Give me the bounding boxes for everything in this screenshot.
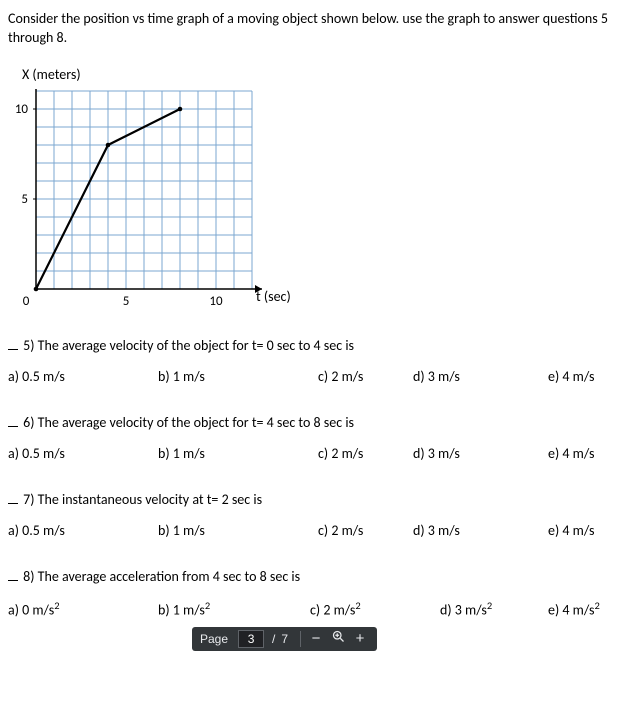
option-b[interactable]: b) 1 m/s [158, 368, 205, 385]
question-text: 7) The instantaneous velocity at t= 2 se… [8, 491, 633, 508]
answer-blank[interactable] [8, 426, 18, 427]
zoom-out-button[interactable]: − [305, 630, 327, 647]
svg-text:0: 0 [23, 294, 30, 309]
svg-text:10: 10 [15, 102, 29, 117]
option-d[interactable]: d) 3 m/s [413, 445, 460, 462]
option-b[interactable]: b) 1 m/s [158, 522, 205, 539]
x-axis-label: t (sec) [256, 288, 291, 305]
zoom-in-button[interactable]: + [349, 630, 371, 647]
option-c[interactable]: c) 2 m/s [318, 445, 363, 462]
pdf-toolbar: Page / 7 − + [0, 627, 641, 655]
option-a[interactable]: a) 0 m/s2 [8, 599, 60, 619]
option-e[interactable]: e) 4 m/s [548, 368, 594, 385]
intro-text: Consider the position vs time graph of a… [8, 10, 633, 48]
answer-blank[interactable] [8, 503, 18, 504]
svg-text:10: 10 [209, 294, 223, 309]
option-d[interactable]: d) 3 m/s2 [440, 599, 492, 619]
options-row: a) 0.5 m/s b) 1 m/s c) 2 m/s d) 3 m/s e) 4 m… [8, 445, 633, 463]
page-number-input[interactable] [238, 630, 264, 648]
chart-svg: 5 10 0 5 10 [8, 85, 280, 311]
question-label: 7) The instantaneous velocity at t= 2 se… [20, 491, 262, 508]
options-row: a) 0 m/s2 b) 1 m/s2 c) 2 m/s2 d) 3 m/s2 e) 4… [8, 599, 633, 617]
option-e[interactable]: e) 4 m/s [548, 522, 594, 539]
magnify-icon [331, 629, 346, 644]
question-label: 8) The average acceleration from 4 sec t… [20, 568, 300, 585]
question-text: 6) The average velocity of the object fo… [8, 414, 633, 431]
option-b[interactable]: b) 1 m/s [158, 445, 205, 462]
page-total: 7 [281, 632, 288, 646]
question-6: 6) The average velocity of the object fo… [8, 414, 633, 463]
option-e[interactable]: e) 4 m/s2 [548, 599, 600, 619]
option-e[interactable]: e) 4 m/s [548, 445, 594, 462]
options-row: a) 0.5 m/s b) 1 m/s c) 2 m/s d) 3 m/s e) 4 m… [8, 368, 633, 386]
question-5: 5) The average velocity of the object fo… [8, 337, 633, 386]
page-separator: / [272, 632, 275, 646]
page-label: Page [200, 632, 228, 646]
option-c[interactable]: c) 2 m/s [318, 368, 363, 385]
svg-text:5: 5 [21, 192, 28, 207]
option-c[interactable]: c) 2 m/s [318, 522, 363, 539]
question-8: 8) The average acceleration from 4 sec t… [8, 568, 633, 617]
toolbar-divider [300, 631, 301, 647]
option-c[interactable]: c) 2 m/s2 [310, 599, 361, 619]
question-text: 8) The average acceleration from 4 sec t… [8, 568, 633, 585]
question-label: 6) The average velocity of the object fo… [20, 414, 354, 431]
option-d[interactable]: d) 3 m/s [413, 522, 460, 539]
zoom-fit-button[interactable] [327, 629, 349, 648]
y-axis-label: X (meters) [22, 66, 633, 83]
option-d[interactable]: d) 3 m/s [413, 368, 460, 385]
option-b[interactable]: b) 1 m/s2 [158, 599, 210, 619]
svg-text:5: 5 [123, 294, 130, 309]
question-7: 7) The instantaneous velocity at t= 2 se… [8, 491, 633, 540]
options-row: a) 0.5 m/s b) 1 m/s c) 2 m/s d) 3 m/s e) 4 m… [8, 522, 633, 540]
answer-blank[interactable] [8, 580, 18, 581]
option-a[interactable]: a) 0.5 m/s [8, 522, 65, 539]
question-text: 5) The average velocity of the object fo… [8, 337, 633, 354]
answer-blank[interactable] [8, 349, 18, 350]
question-label: 5) The average velocity of the object fo… [20, 337, 354, 354]
position-time-chart: 5 10 0 5 10 t (sec) [8, 85, 633, 315]
option-a[interactable]: a) 0.5 m/s [8, 445, 65, 462]
option-a[interactable]: a) 0.5 m/s [8, 368, 65, 385]
